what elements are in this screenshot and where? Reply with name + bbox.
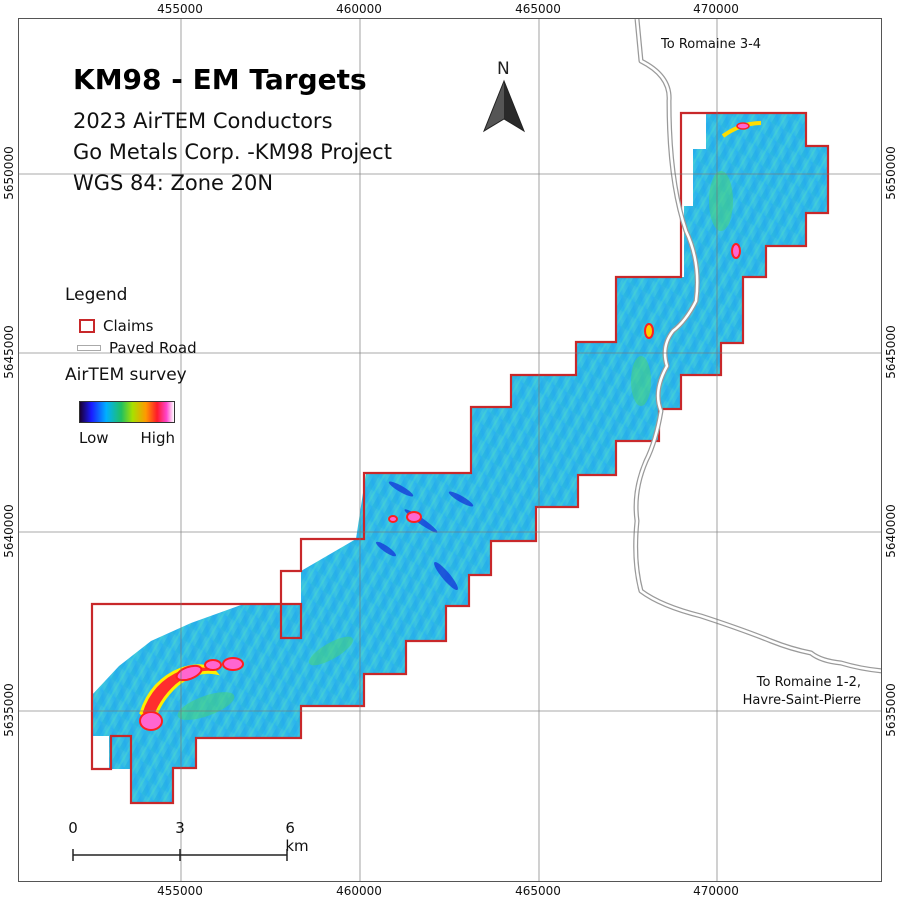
tick-top-460000: 460000 <box>336 2 382 16</box>
north-arrow-label: N <box>497 59 510 79</box>
tick-right-5645000: 5645000 <box>884 325 898 379</box>
paved-road <box>633 19 881 674</box>
tick-left-5635000: 5635000 <box>2 683 16 737</box>
scale-label-0: 0 <box>68 819 78 837</box>
tick-top-465000: 465000 <box>515 2 561 16</box>
legend-claims-label: Claims <box>103 317 154 335</box>
coordinate-grid <box>19 19 881 881</box>
color-ramp <box>79 401 175 423</box>
legend-item-claims: Claims <box>65 315 197 337</box>
ramp-labels: Low High <box>79 429 175 447</box>
legend-road-label: Paved Road <box>109 339 197 357</box>
tick-bottom-470000: 470000 <box>693 884 739 898</box>
claims-swatch <box>79 319 95 333</box>
ramp-low-label: Low <box>79 429 109 447</box>
claims-boundary <box>90 111 830 805</box>
road-swatch <box>77 345 101 351</box>
em-conductor-anomalies <box>139 121 762 731</box>
road-label-north: To Romaine 3-4 <box>661 37 762 52</box>
ramp-high-label: High <box>140 429 175 447</box>
tick-left-5640000: 5640000 <box>2 504 16 558</box>
tick-top-455000: 455000 <box>157 2 203 16</box>
tick-left-5650000: 5650000 <box>2 146 16 200</box>
tick-right-5640000: 5640000 <box>884 504 898 558</box>
tick-bottom-455000: 455000 <box>157 884 203 898</box>
survey-coverage <box>91 113 828 803</box>
map-frame[interactable]: KM98 - EM Targets 2023 AirTEM Conductors… <box>18 18 882 882</box>
north-arrow-icon <box>482 79 526 133</box>
title-block: KM98 - EM Targets 2023 AirTEM Conductors… <box>73 63 392 199</box>
tick-top-470000: 470000 <box>693 2 739 16</box>
tick-bottom-465000: 465000 <box>515 884 561 898</box>
tick-right-5635000: 5635000 <box>884 683 898 737</box>
scale-label-6: 6 km <box>285 819 309 855</box>
tick-bottom-460000: 460000 <box>336 884 382 898</box>
road-label-south-2: Havre-Saint-Pierre <box>742 693 861 708</box>
tick-left-5645000: 5645000 <box>2 325 16 379</box>
scale-bar: 0 3 6 km <box>63 819 309 869</box>
tick-right-5650000: 5650000 <box>884 146 898 200</box>
scale-label-3: 3 <box>175 819 185 837</box>
map-title: KM98 - EM Targets <box>73 63 367 96</box>
subtitle-line-1: 2023 AirTEM Conductors <box>73 109 333 133</box>
map-canvas <box>19 19 881 881</box>
road-label-south-1: To Romaine 1-2, <box>756 675 861 690</box>
green-zones <box>177 171 733 720</box>
legend-item-road: Paved Road <box>65 337 197 359</box>
subtitle-line-2: Go Metals Corp. -KM98 Project <box>73 140 392 164</box>
subtitle-line-3: WGS 84: Zone 20N <box>73 171 274 195</box>
legend-survey-title: AirTEM survey <box>65 365 187 385</box>
legend-title: Legend <box>65 285 128 305</box>
legend: Legend Claims Paved Road AirTEM survey L… <box>65 285 197 447</box>
scale-bar-line <box>72 849 288 861</box>
